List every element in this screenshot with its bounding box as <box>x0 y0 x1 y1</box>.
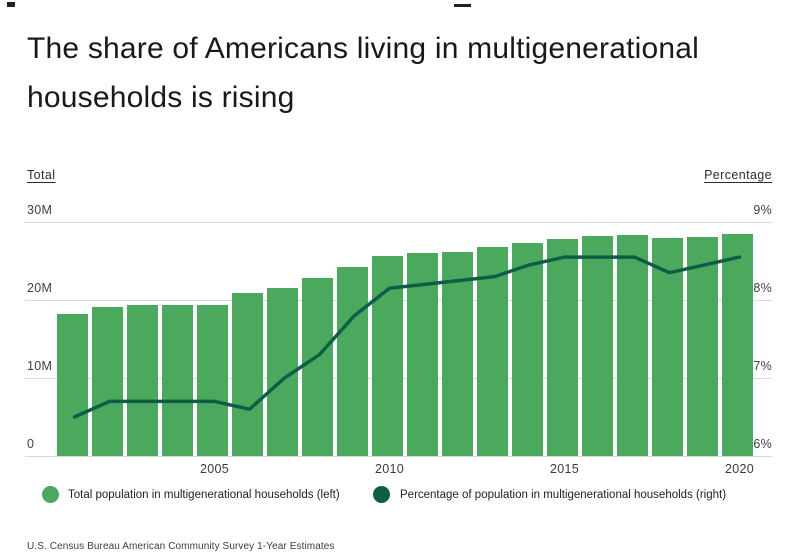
right-axis-tick: 6% <box>753 437 772 451</box>
legend-dot-total <box>42 486 59 503</box>
x-axis-tick: 2015 <box>549 462 579 476</box>
left-axis-header: Total <box>27 168 56 182</box>
screenshot-artifact <box>7 2 15 7</box>
right-axis-header: Percentage <box>704 168 772 182</box>
bar-2007 <box>267 287 298 456</box>
bar-2010 <box>372 256 403 456</box>
bar-2005 <box>197 304 228 456</box>
legend-label-total: Total population in multigenerational ho… <box>68 489 340 501</box>
left-axis-tick: 0 <box>27 437 35 451</box>
gridline <box>25 456 772 457</box>
right-axis-tick: 8% <box>753 281 772 295</box>
x-axis-tick: 2020 <box>724 462 754 476</box>
bar-2002 <box>92 307 123 456</box>
bar-2004 <box>162 304 193 456</box>
legend-label-percentage: Percentage of population in multigenerat… <box>400 489 727 501</box>
screenshot-artifact <box>454 4 471 7</box>
bar-2016 <box>582 236 613 456</box>
legend-dot-percentage <box>373 486 390 503</box>
bar-2006 <box>232 292 263 456</box>
left-axis-tick: 30M <box>27 203 53 217</box>
bar-2020 <box>722 234 753 456</box>
left-axis-tick: 10M <box>27 359 53 373</box>
bar-2017 <box>617 235 648 456</box>
source-note: U.S. Census Bureau American Community Su… <box>27 541 335 552</box>
right-axis-tick: 9% <box>753 203 772 217</box>
x-axis-tick: 2005 <box>199 462 229 476</box>
chart-title: The share of Americans living in multige… <box>27 32 700 114</box>
bar-2001 <box>57 314 88 456</box>
bar-2012 <box>442 251 473 456</box>
bar-2015 <box>547 239 578 456</box>
bar-2003 <box>127 304 158 456</box>
bar-2009 <box>337 267 368 456</box>
bar-2019 <box>687 236 718 456</box>
right-axis-tick: 7% <box>753 359 772 373</box>
left-axis-tick: 20M <box>27 281 53 295</box>
bar-2018 <box>652 238 683 456</box>
bar-2008 <box>302 278 333 456</box>
bar-2014 <box>512 243 543 456</box>
bar-2013 <box>477 246 508 456</box>
gridline <box>25 222 772 223</box>
bar-2011 <box>407 253 438 456</box>
x-axis-tick: 2010 <box>374 462 404 476</box>
